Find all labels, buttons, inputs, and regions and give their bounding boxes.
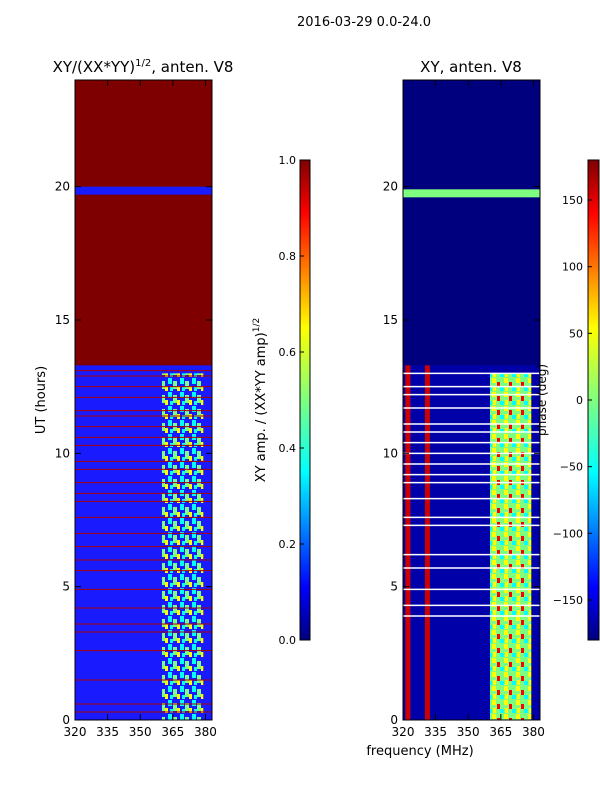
right-colorbar-ticks: 150 100 50 0 −50 −100 −150 [553,194,592,607]
left-x-ticks: 320 335 350 365 380 [64,80,217,739]
left-colorbar-tick-label-3: 0.6 [279,346,297,359]
left-panel-title: XY/(XX*YY)1/2, anten. V8 [53,58,234,76]
left-x-tick-label-380: 380 [194,725,217,739]
left-heatmap-upper-block [75,80,212,366]
left-colorbar: 0.0 0.2 0.4 0.6 0.8 1.0 XY amp. / (XX*YY amp)… [252,154,311,647]
right-heatmap [403,80,540,720]
right-x-axis-label: frequency (MHz) [366,744,473,759]
left-title-rest: , anten. V8 [151,58,233,76]
left-plot-frame [74,79,213,721]
right-colorbar-tick-label-1: 100 [562,261,583,274]
right-y-tick-label-0: 0 [390,713,398,727]
right-colorbar: 150 100 50 0 −50 −100 −150 phase (deg) [535,159,600,641]
right-y-ticks: 0 5 10 15 20 [383,180,540,727]
right-x-tick-label-335: 335 [424,725,447,739]
right-x-tick-label-380: 380 [522,725,545,739]
left-y-tick-label-20: 20 [55,180,70,194]
left-colorbar-ticks: 0.0 0.2 0.4 0.6 0.8 1.0 [279,154,304,647]
right-red-column-1 [424,365,430,720]
left-heatmap-gap-band [75,186,212,195]
right-plot-frame [402,79,541,721]
left-y-tick-label-10: 10 [55,446,70,460]
left-y-tick-label-0: 0 [62,713,70,727]
left-colorbar-tick-label-2: 0.4 [279,442,297,455]
right-y-tick-label-15: 15 [383,313,398,327]
left-colorbar-tick-label-1: 0.2 [279,538,297,551]
left-x-tick-label-335: 335 [96,725,119,739]
right-y-tick-label-5: 5 [390,580,398,594]
left-x-tick-label-350: 350 [129,725,152,739]
right-y-tick-label-20: 20 [383,180,398,194]
left-x-tick-label-320: 320 [64,725,87,739]
left-panel: XY/(XX*YY)1/2, anten. V8 0 5 10 15 20 320 335… [34,58,233,739]
left-y-axis-label: UT (hours) [34,366,49,434]
right-red-column-0 [405,365,411,720]
right-heatmap-upper-block [403,80,540,366]
left-title-sup: 1/2 [135,58,151,69]
right-panel-title: XY, anten. V8 [420,58,522,76]
left-title-main: XY/(XX*YY) [53,58,136,76]
right-x-tick-label-350: 350 [457,725,480,739]
left-colorbar-tick-label-0: 0.0 [279,634,297,647]
right-colorbar-tick-label-5: −100 [553,527,583,540]
right-panel: XY, anten. V8 0 5 10 15 20 320 335 350 365 380 f… [366,58,545,759]
left-colorbar-label: XY amp. / (XX*YY amp)1/2 [252,318,269,482]
left-colorbar-label-sup: 1/2 [252,318,262,332]
left-y-tick-label-5: 5 [62,580,70,594]
right-x-tick-label-320: 320 [392,725,415,739]
left-heatmap [75,80,212,720]
right-colorbar-tick-label-6: −150 [553,594,583,607]
right-colorbar-tick-label-4: −50 [560,461,583,474]
right-x-tick-label-365: 365 [489,725,512,739]
right-x-ticks: 320 335 350 365 380 [392,80,545,739]
left-x-tick-label-365: 365 [161,725,184,739]
figure-suptitle: 2016-03-29 0.0-24.0 [297,15,431,30]
right-y-tick-label-10: 10 [383,446,398,460]
left-colorbar-label-main: XY amp. / (XX*YY amp) [254,332,269,482]
right-colorbar-label: phase (deg) [535,364,549,436]
right-rfi-band [489,373,532,720]
left-colorbar-bar [299,159,311,641]
left-colorbar-tick-label-4: 0.8 [279,250,297,263]
right-colorbar-tick-label-2: 50 [569,327,583,340]
right-colorbar-tick-label-0: 150 [562,194,583,207]
right-heatmap-gap-band [403,189,540,198]
left-y-ticks: 0 5 10 15 20 [55,180,212,727]
right-colorbar-tick-label-3: 0 [576,394,583,407]
left-y-tick-label-15: 15 [55,313,70,327]
left-colorbar-tick-label-5: 1.0 [279,154,297,167]
